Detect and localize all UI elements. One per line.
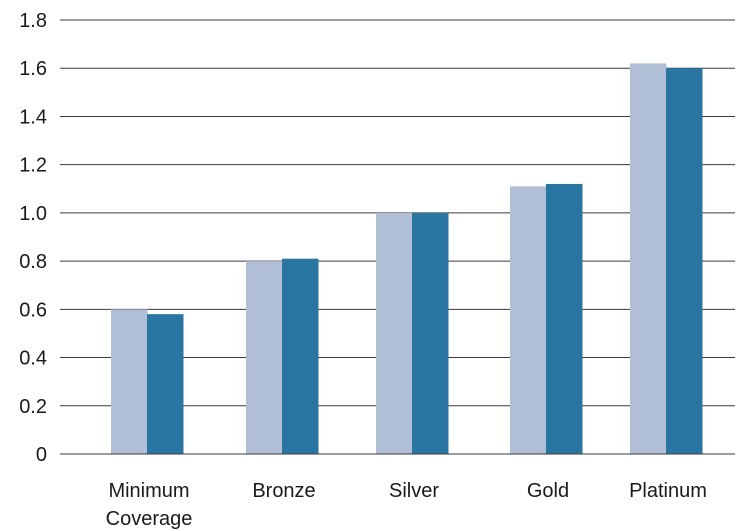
x-tick-label: Platinum bbox=[629, 480, 707, 502]
bar-series2-3 bbox=[546, 183, 583, 454]
x-tick-label: Silver bbox=[389, 480, 439, 502]
bar-series1-4 bbox=[630, 63, 667, 455]
y-tick-label: 0.6 bbox=[19, 299, 47, 321]
x-tick-label-line: Gold bbox=[527, 480, 569, 502]
x-tick-label: Bronze bbox=[252, 480, 315, 502]
x-tick-label-line: Platinum bbox=[629, 480, 707, 502]
y-tick-label: 1.4 bbox=[19, 106, 47, 128]
bar-series1-1 bbox=[246, 261, 283, 454]
x-tick-label-line: Silver bbox=[389, 480, 439, 502]
y-tick-label: 0.4 bbox=[19, 348, 47, 370]
x-tick-label-line: Bronze bbox=[252, 480, 315, 502]
x-tick-label-line: Coverage bbox=[106, 508, 193, 530]
x-tick-label: Minimum Coverage bbox=[106, 480, 193, 530]
bars bbox=[111, 63, 703, 455]
bar-series1-2 bbox=[376, 212, 413, 454]
y-tick-label: 1.0 bbox=[19, 203, 47, 225]
bar-series1-3 bbox=[510, 186, 547, 454]
x-tick-label-line: Minimum bbox=[108, 480, 189, 502]
y-tick-label: 0.2 bbox=[19, 396, 47, 418]
y-axis: 0 0.2 0.4 0.6 0.8 1.0 1.2 1.4 1.6 1.8 bbox=[19, 10, 47, 466]
x-axis: Minimum Coverage Bronze Silver Gold Platinum bbox=[60, 453, 735, 530]
y-tick-label: 1.8 bbox=[19, 10, 47, 32]
x-tick-label: Gold bbox=[527, 480, 569, 502]
bar-series2-4 bbox=[666, 68, 703, 454]
bar-series2-2 bbox=[412, 212, 449, 454]
y-tick-label: 1.6 bbox=[19, 58, 47, 80]
y-tick-label: 0.8 bbox=[19, 251, 47, 273]
bar-series1-0 bbox=[111, 309, 148, 454]
bar-series2-1 bbox=[282, 258, 319, 454]
bar-series2-0 bbox=[147, 314, 184, 454]
y-tick-label: 0 bbox=[36, 444, 47, 466]
y-tick-label: 1.2 bbox=[19, 155, 47, 177]
